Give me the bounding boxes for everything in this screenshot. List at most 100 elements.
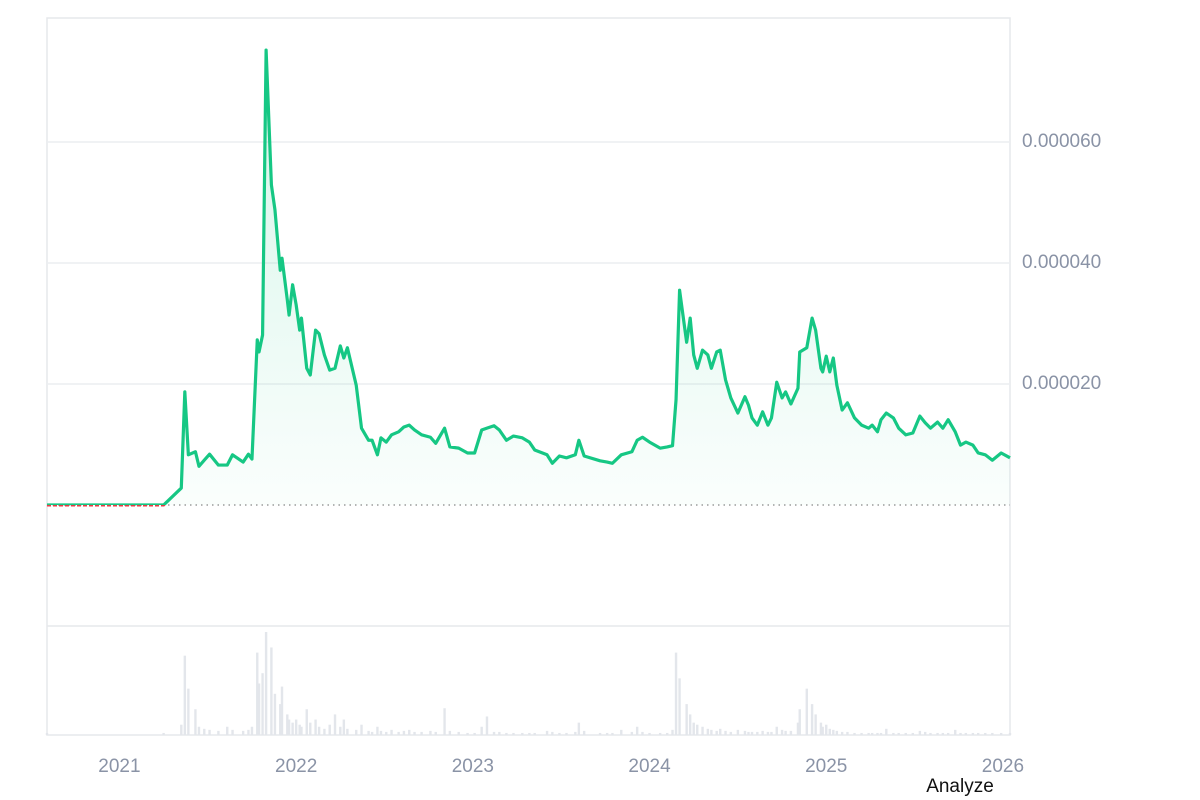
volume-bar	[999, 732, 1003, 735]
volume-bar	[918, 730, 922, 735]
volume-bar	[611, 732, 614, 735]
volume-bar	[485, 716, 489, 735]
volume-bar	[457, 731, 460, 735]
volume-bar	[256, 652, 259, 735]
volume-bar	[819, 722, 823, 735]
volume-bar	[678, 678, 681, 735]
volume-bar	[821, 726, 824, 735]
volume-bar	[688, 714, 692, 735]
volume-bar	[1008, 732, 1012, 735]
volume-bar	[45, 732, 49, 735]
volume-bar	[480, 726, 483, 735]
volume-bar	[162, 732, 165, 735]
volume-bar	[264, 632, 268, 735]
x-tick-label: 2024	[628, 756, 671, 777]
volume-bar	[936, 732, 939, 735]
volume-bar	[984, 732, 987, 735]
volume-bar	[250, 726, 254, 735]
volume-bar	[420, 731, 423, 735]
volume-bar	[946, 732, 950, 735]
volume-bar	[658, 732, 662, 735]
volume-bar	[701, 726, 704, 735]
volume-bar	[231, 729, 234, 735]
volume-bar	[498, 731, 501, 735]
x-tick-label: 2022	[275, 756, 317, 777]
x-tick-label: 2023	[452, 756, 494, 777]
volume-bar	[574, 731, 577, 735]
volume-bar	[448, 730, 452, 735]
volume-bar	[789, 730, 793, 735]
volume-bar	[892, 732, 895, 735]
volume-bar	[775, 726, 778, 735]
volume-bar	[545, 730, 549, 735]
volume-bar	[674, 652, 678, 735]
y-tick-label: 0.000060	[1022, 131, 1101, 152]
volume-bar	[756, 731, 759, 735]
volume-bar	[879, 732, 883, 735]
volume-bar	[346, 728, 349, 735]
volume-bar	[635, 726, 639, 735]
volume-bar	[724, 730, 727, 735]
volume-bar	[897, 732, 900, 735]
volume-bar	[333, 714, 337, 735]
volume-bar	[558, 732, 561, 735]
volume-bar	[287, 719, 291, 735]
volume-bar	[376, 726, 379, 735]
volume-bar	[846, 731, 849, 735]
volume-bar	[870, 732, 874, 735]
volume-bar	[729, 731, 733, 735]
volume-bar	[367, 730, 370, 735]
volume-bar	[217, 730, 220, 735]
volume-bar	[904, 732, 907, 735]
volume-bar	[294, 719, 298, 735]
volume-bar	[929, 732, 932, 735]
volume-bar	[370, 731, 374, 735]
volume-bar	[766, 731, 770, 735]
volume-bar	[692, 722, 695, 735]
volume-bar	[954, 729, 957, 735]
volume-bar	[323, 728, 326, 735]
volume-bar	[203, 728, 206, 735]
volume-bar	[273, 693, 277, 735]
volume-bar	[443, 708, 446, 735]
volume-bar	[197, 726, 201, 735]
volume-bar	[408, 729, 411, 735]
volume-bar	[784, 730, 787, 735]
volume-bar	[685, 704, 688, 735]
y-tick-label: 0.000020	[1022, 373, 1101, 394]
volume-bar	[832, 729, 835, 735]
volume-bar	[876, 732, 879, 735]
volume-bar	[743, 730, 747, 735]
volume-bar	[305, 709, 308, 735]
volume-bar	[342, 719, 346, 735]
volume-bar	[835, 730, 839, 735]
volume-bar	[971, 732, 975, 735]
tick-labels: 0.000020 0.000040 0.000060 2021 2022 2023 2024…	[98, 131, 1101, 777]
volume-bar	[710, 729, 713, 735]
volume-bar	[671, 729, 674, 735]
volume-bar	[300, 726, 303, 735]
volume-bar	[429, 730, 432, 735]
analyze-button[interactable]: Analyze	[926, 776, 994, 797]
volume-bar	[317, 726, 321, 735]
price-series	[47, 48, 1011, 507]
volume-bar	[796, 722, 800, 735]
volume-bar	[715, 730, 718, 735]
volume-bar	[434, 731, 437, 735]
volume-bar	[885, 728, 888, 735]
volume-bar	[747, 731, 750, 735]
volume-bar	[991, 732, 994, 735]
volume-bar	[241, 730, 245, 735]
volume-bar	[814, 714, 817, 735]
volume-bar	[641, 731, 644, 735]
volume-bar	[825, 724, 828, 735]
volume-bar	[247, 729, 250, 735]
volume-bar	[923, 731, 927, 735]
volume-bar	[402, 730, 406, 735]
volume-bar	[194, 709, 197, 735]
volume-bar	[750, 731, 754, 735]
volume-bar	[867, 732, 870, 735]
volume-bars	[45, 632, 1012, 735]
